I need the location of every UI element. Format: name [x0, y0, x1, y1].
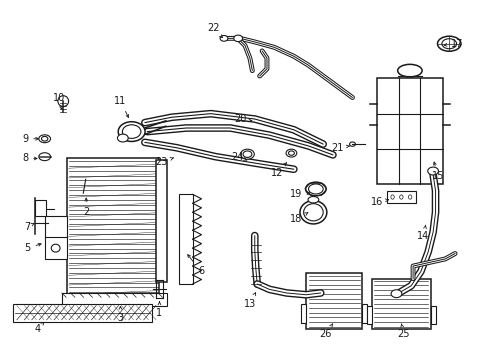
Bar	[367, 306, 372, 324]
Bar	[35, 200, 46, 216]
Ellipse shape	[289, 151, 294, 155]
Text: 21: 21	[332, 143, 350, 153]
Bar	[13, 304, 152, 321]
Text: 11: 11	[114, 96, 128, 117]
Text: 7: 7	[24, 222, 34, 231]
Ellipse shape	[306, 182, 326, 196]
Ellipse shape	[39, 153, 50, 161]
Bar	[306, 273, 362, 329]
Ellipse shape	[398, 64, 422, 77]
Text: 3: 3	[117, 306, 123, 323]
Bar	[301, 304, 306, 323]
Ellipse shape	[58, 96, 69, 107]
Ellipse shape	[304, 204, 323, 221]
Text: 15: 15	[432, 162, 444, 181]
Bar	[67, 158, 159, 295]
Ellipse shape	[241, 149, 254, 159]
Text: 9: 9	[22, 134, 39, 144]
Ellipse shape	[391, 290, 402, 298]
Bar	[387, 191, 416, 203]
Ellipse shape	[118, 122, 145, 141]
Text: 17: 17	[444, 39, 464, 49]
Bar	[362, 304, 367, 323]
Ellipse shape	[442, 39, 457, 49]
Text: 14: 14	[417, 225, 429, 240]
Text: 10: 10	[53, 93, 66, 109]
Text: 8: 8	[22, 153, 37, 163]
Ellipse shape	[118, 134, 128, 142]
Text: 16: 16	[371, 197, 389, 207]
Text: 6: 6	[188, 255, 204, 276]
Bar	[372, 279, 431, 329]
Bar	[179, 194, 193, 284]
Ellipse shape	[39, 135, 50, 143]
Text: 18: 18	[290, 213, 308, 224]
Ellipse shape	[220, 36, 228, 41]
Text: 26: 26	[319, 324, 333, 339]
Bar	[156, 160, 167, 282]
Ellipse shape	[51, 244, 60, 252]
Ellipse shape	[122, 125, 141, 138]
Text: 25: 25	[397, 324, 410, 339]
Bar	[62, 293, 167, 306]
Text: 24: 24	[231, 152, 247, 162]
Ellipse shape	[409, 195, 412, 199]
Text: 23: 23	[156, 157, 173, 167]
Ellipse shape	[42, 136, 48, 141]
Ellipse shape	[391, 195, 394, 199]
Text: 19: 19	[290, 189, 310, 199]
Text: 22: 22	[207, 23, 222, 38]
Ellipse shape	[438, 36, 461, 51]
Text: 4: 4	[34, 322, 44, 334]
Text: 13: 13	[244, 293, 256, 309]
Bar	[431, 306, 436, 324]
Ellipse shape	[243, 151, 252, 157]
Ellipse shape	[234, 35, 243, 41]
Ellipse shape	[286, 149, 297, 157]
Ellipse shape	[309, 184, 323, 194]
Bar	[45, 216, 67, 259]
Ellipse shape	[308, 197, 319, 203]
Text: 12: 12	[270, 163, 287, 178]
Ellipse shape	[300, 201, 327, 224]
Text: 1: 1	[156, 302, 163, 318]
Ellipse shape	[428, 167, 439, 175]
Ellipse shape	[349, 142, 355, 146]
Text: 5: 5	[24, 243, 41, 253]
Ellipse shape	[400, 195, 403, 199]
Bar	[377, 78, 443, 184]
Text: 2: 2	[83, 198, 89, 217]
Text: 20: 20	[234, 114, 252, 124]
